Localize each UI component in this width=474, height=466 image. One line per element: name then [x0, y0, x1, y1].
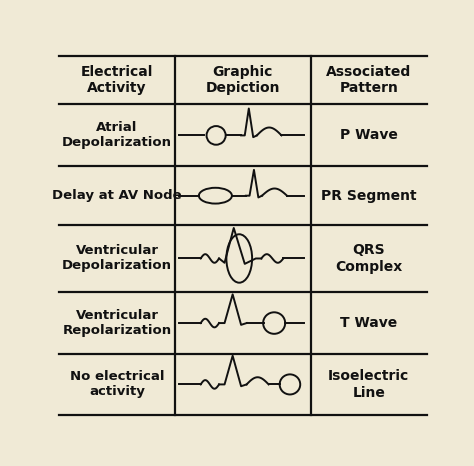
- Text: Ventricular
Repolarization: Ventricular Repolarization: [63, 309, 172, 337]
- Text: P Wave: P Wave: [340, 129, 398, 143]
- Text: QRS
Complex: QRS Complex: [335, 243, 402, 274]
- Text: Ventricular
Depolarization: Ventricular Depolarization: [62, 245, 172, 273]
- Text: Electrical
Activity: Electrical Activity: [81, 65, 153, 95]
- Text: No electrical
activity: No electrical activity: [70, 370, 164, 398]
- Text: PR Segment: PR Segment: [321, 189, 417, 203]
- Text: T Wave: T Wave: [340, 316, 397, 330]
- Text: Isoelectric
Line: Isoelectric Line: [328, 370, 410, 399]
- Text: Atrial
Depolarization: Atrial Depolarization: [62, 122, 172, 150]
- Text: Associated
Pattern: Associated Pattern: [326, 65, 411, 95]
- Text: Graphic
Depiction: Graphic Depiction: [206, 65, 280, 95]
- Text: Delay at AV Node: Delay at AV Node: [52, 189, 182, 202]
